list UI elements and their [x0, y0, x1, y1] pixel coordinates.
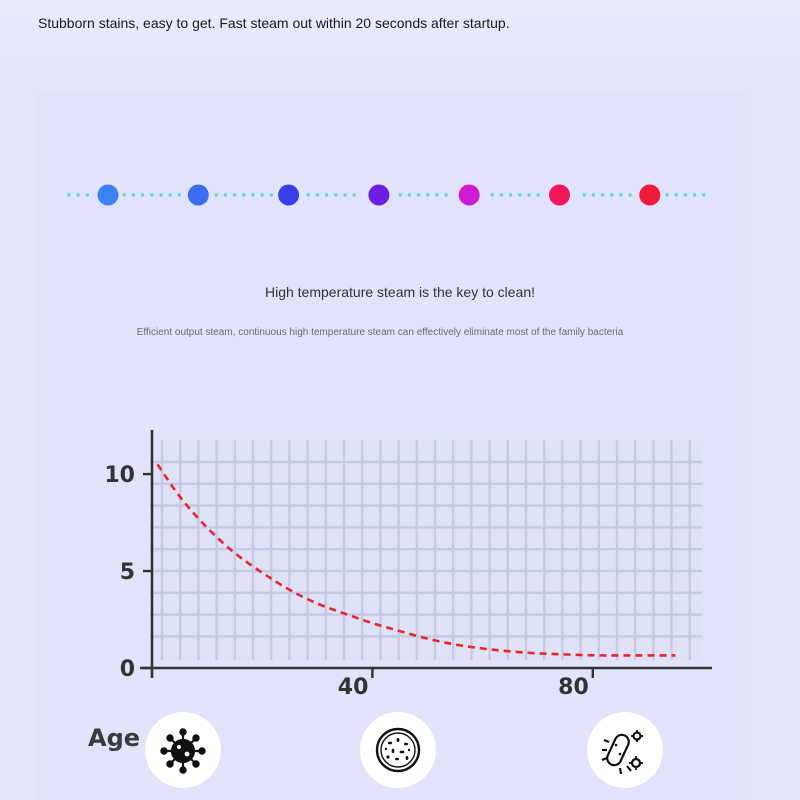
- y-tick-label: 10: [104, 463, 135, 488]
- connector-dot: [269, 193, 274, 197]
- connector-dot: [343, 193, 347, 197]
- connector-dot: [416, 193, 421, 197]
- decay-curve: [156, 463, 676, 657]
- caption: Efficient output steam, continuous high …: [136, 327, 624, 338]
- connector-dot: [260, 193, 264, 197]
- temperature-dot: [187, 184, 209, 206]
- connector-dot: [490, 193, 494, 197]
- x-tick-label: 80: [558, 675, 589, 700]
- connector-dot: [683, 193, 688, 197]
- connector-dot: [527, 193, 531, 197]
- connector-dot: [619, 193, 623, 197]
- connector-dot: [140, 193, 145, 197]
- connector-dot: [223, 193, 228, 197]
- connector-dot: [435, 193, 439, 197]
- connector-dot: [122, 193, 126, 197]
- connector-dot: [168, 193, 172, 197]
- temperature-dot: [278, 184, 300, 206]
- y-tick-label: 5: [120, 560, 135, 585]
- connector-dot: [591, 193, 596, 197]
- connector-dot: [324, 193, 329, 197]
- header-band: [0, 0, 800, 88]
- connector-dot: [692, 193, 697, 197]
- virus-icon: [145, 712, 221, 788]
- connector-dot: [177, 193, 182, 197]
- connector-dot: [407, 193, 412, 197]
- connector-dot: [610, 193, 614, 197]
- connector-dot: [315, 193, 320, 197]
- connector-dot: [150, 193, 154, 197]
- connector-dot: [334, 193, 338, 197]
- connector-dot: [242, 193, 246, 197]
- temperature-dot: [97, 184, 119, 206]
- connector-dot: [628, 193, 632, 197]
- connector-dot: [674, 193, 678, 197]
- bacteria-icon: [587, 712, 663, 788]
- y-tick-label: 0: [120, 657, 135, 682]
- connector-dot: [518, 193, 522, 197]
- header-text: Stubborn stains, easy to get. Fast steam…: [38, 15, 510, 31]
- subtitle: High temperature steam is the key to cle…: [264, 284, 536, 300]
- connector-dot: [536, 193, 540, 197]
- age-label: Age: [88, 724, 140, 752]
- connector-dot: [214, 193, 218, 197]
- connector-dot: [702, 193, 706, 197]
- connector-dot: [508, 193, 513, 197]
- connector-dot: [67, 193, 71, 197]
- connector-dot: [398, 193, 402, 197]
- connector-dot: [232, 193, 237, 197]
- connector-dot: [582, 193, 586, 197]
- connector-dot: [444, 193, 448, 197]
- grid-background: [156, 442, 701, 660]
- connector-dot: [131, 193, 136, 197]
- connector-dot: [251, 193, 255, 197]
- temperature-dot: [458, 184, 480, 206]
- connector-dot: [306, 193, 310, 197]
- connector-dot: [426, 193, 430, 197]
- connector-dot: [665, 193, 669, 197]
- temperature-dot: [368, 184, 390, 206]
- connector-dot: [352, 193, 356, 197]
- temperature-dots: [67, 184, 706, 206]
- temperature-dot: [549, 184, 570, 206]
- connector-dot: [76, 193, 80, 197]
- connector-dot: [159, 193, 163, 197]
- connector-dot: [85, 193, 90, 197]
- petri-dish-icon: [360, 712, 436, 788]
- chart-grid: [150, 440, 702, 660]
- temperature-dot: [639, 184, 661, 206]
- connector-dot: [499, 193, 504, 197]
- x-tick-label: 40: [338, 675, 369, 700]
- connector-dot: [600, 193, 605, 197]
